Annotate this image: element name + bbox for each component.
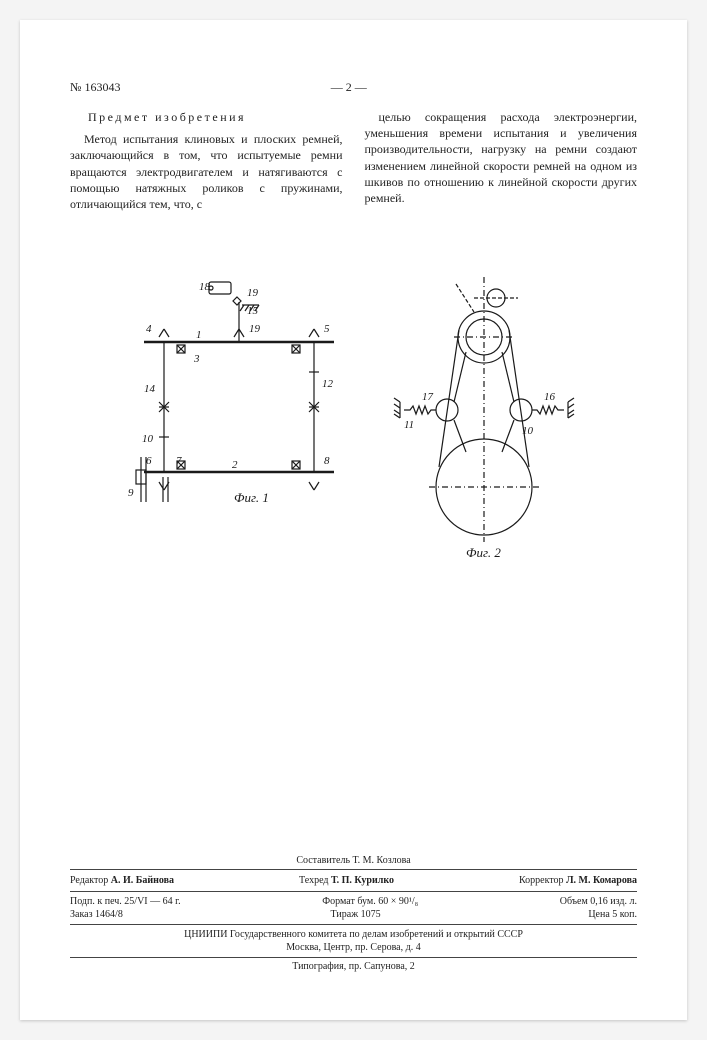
left-paragraph: Метод испытания клиновых и плоских ремне… <box>70 131 343 212</box>
fig2-caption: Фиг. 2 <box>466 545 501 560</box>
fig2-labels: 11 17 16 10 <box>404 391 556 437</box>
svg-text:19: 19 <box>249 323 261 335</box>
svg-text:15: 15 <box>247 305 259 317</box>
svg-text:6: 6 <box>146 455 152 467</box>
typography-line: Типография, пр. Сапунова, 2 <box>70 961 637 972</box>
svg-text:18: 18 <box>199 281 211 293</box>
svg-text:10: 10 <box>522 425 534 437</box>
compiler-line: Составитель Т. М. Козлова <box>70 855 637 866</box>
svg-text:11: 11 <box>404 419 414 431</box>
techred: Техред Т. П. Курилко <box>299 875 394 886</box>
fig1-caption: Фиг. 1 <box>234 490 269 505</box>
cniipi-line1: ЦНИИПИ Государственного комитета по дела… <box>70 928 637 941</box>
subject-heading: Предмет изобретения <box>70 109 343 125</box>
svg-text:10: 10 <box>142 433 154 445</box>
pub-row-2: Заказ 1464/8 Тираж 1075 Цена 5 коп. <box>70 908 637 921</box>
corrector: Корректор Л. М. Комарова <box>519 875 637 886</box>
svg-text:17: 17 <box>422 391 434 403</box>
column-left: Предмет изобретения Метод испытания клин… <box>70 109 343 212</box>
page: { "doc_number": "№ 163043", "page_marker… <box>20 20 687 1020</box>
editor: Редактор А. И. Байнова <box>70 875 174 886</box>
svg-text:7: 7 <box>176 455 182 467</box>
header-row: № 163043 — 2 — <box>70 80 637 95</box>
page-marker: — 2 — <box>331 80 367 95</box>
svg-text:12: 12 <box>322 378 334 390</box>
svg-text:5: 5 <box>324 323 330 335</box>
roles-row: Редактор А. И. Байнова Техред Т. П. Кури… <box>70 873 637 888</box>
svg-text:9: 9 <box>128 487 134 499</box>
svg-text:2: 2 <box>232 459 238 471</box>
right-paragraph: целью сокращения расхода электроэнергии,… <box>365 109 638 206</box>
svg-text:1: 1 <box>196 329 202 341</box>
figures-svg: 18 19 15 19 4 1 3 5 14 12 10 6 7 2 8 9 1… <box>104 242 604 562</box>
column-right: целью сокращения расхода электроэнергии,… <box>365 109 638 212</box>
svg-text:4: 4 <box>146 323 152 335</box>
svg-text:8: 8 <box>324 455 330 467</box>
pub-row-1: Подп. к печ. 25/VI — 64 г. Формат бум. 6… <box>70 895 637 908</box>
footer-block: Составитель Т. М. Козлова Редактор А. И.… <box>70 855 637 972</box>
figure-2 <box>394 277 574 542</box>
svg-text:14: 14 <box>144 383 156 395</box>
cniipi-line2: Москва, Центр, пр. Серова, д. 4 <box>70 941 637 954</box>
doc-number: № 163043 <box>70 80 120 95</box>
figures-block: 18 19 15 19 4 1 3 5 14 12 10 6 7 2 8 9 1… <box>104 242 604 562</box>
fig1-labels: 18 19 15 19 4 1 3 5 14 12 10 6 7 2 8 9 <box>128 281 334 499</box>
svg-text:16: 16 <box>544 391 556 403</box>
svg-text:19: 19 <box>247 287 259 299</box>
svg-text:3: 3 <box>193 353 200 365</box>
body-columns: Предмет изобретения Метод испытания клин… <box>70 109 637 212</box>
